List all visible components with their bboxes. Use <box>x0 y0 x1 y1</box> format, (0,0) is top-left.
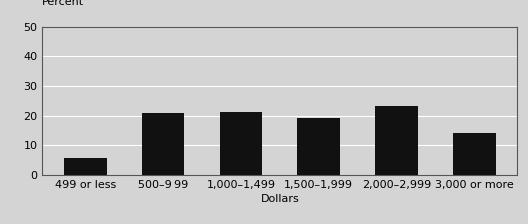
Bar <box>453 133 496 175</box>
Bar <box>375 106 418 175</box>
X-axis label: Dollars: Dollars <box>260 194 299 204</box>
Bar <box>297 118 340 175</box>
Text: Percent: Percent <box>42 0 84 7</box>
Bar <box>142 113 184 175</box>
Bar <box>220 112 262 175</box>
Bar <box>64 158 107 175</box>
